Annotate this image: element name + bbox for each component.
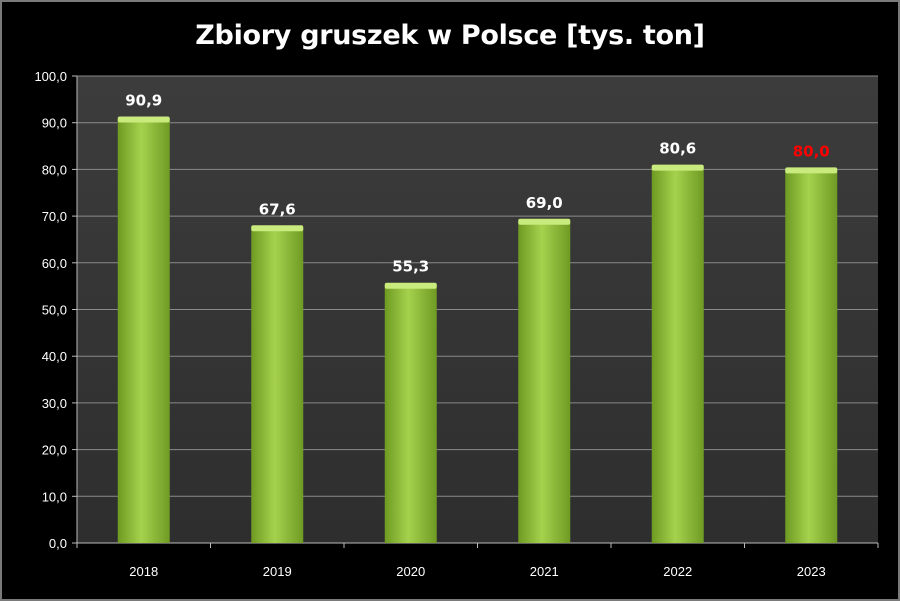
x-tick-label: 2021: [530, 564, 559, 579]
bar: [117, 118, 170, 543]
data-label: 55,3: [392, 258, 429, 276]
data-label: 80,0: [793, 142, 830, 160]
y-tick-label: 100,0: [34, 69, 67, 84]
y-tick-label: 10,0: [42, 489, 67, 504]
x-tick-label: 2023: [797, 564, 826, 579]
y-tick-label: 70,0: [42, 209, 67, 224]
data-label: 67,6: [259, 200, 296, 218]
data-label: 80,6: [659, 140, 696, 158]
x-tick-label: 2022: [663, 564, 692, 579]
bar-cap: [384, 282, 437, 289]
chart-title: Zbiory gruszek w Polsce [tys. ton]: [195, 20, 705, 51]
y-tick-label: 90,0: [42, 116, 67, 131]
bar: [518, 220, 571, 543]
bar-cap: [117, 116, 170, 123]
y-tick-label: 80,0: [42, 162, 67, 177]
y-tick-label: 0,0: [49, 536, 67, 551]
x-tick-label: 2020: [396, 564, 425, 579]
x-tick-label: 2019: [263, 564, 292, 579]
y-tick-label: 20,0: [42, 443, 67, 458]
y-tick-label: 50,0: [42, 303, 67, 318]
y-tick-label: 60,0: [42, 256, 67, 271]
bar-cap: [518, 218, 571, 225]
bar: [251, 227, 304, 544]
data-label: 90,9: [125, 91, 162, 109]
bar: [651, 166, 704, 543]
bar: [785, 169, 838, 543]
y-tick-label: 40,0: [42, 349, 67, 364]
bar-cap: [651, 164, 704, 171]
bar-cap: [251, 225, 304, 232]
bar-cap: [785, 167, 838, 174]
y-tick-label: 30,0: [42, 396, 67, 411]
data-label: 69,0: [526, 194, 563, 212]
bar: [384, 284, 437, 543]
x-tick-label: 2018: [129, 564, 158, 579]
